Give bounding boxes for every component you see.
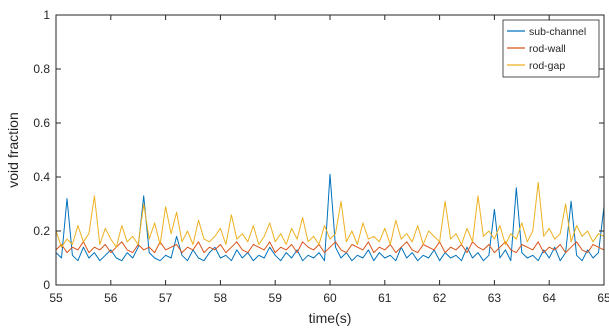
x-tick-label: 62	[433, 291, 447, 305]
series-line-sub-channel	[55, 173, 605, 262]
x-tick-label: 60	[323, 291, 337, 305]
series-line-rod-gap	[55, 181, 605, 248]
x-tick-label: 55	[49, 291, 63, 305]
x-tick-label: 65	[597, 291, 609, 305]
y-axis-label: void fraction	[5, 112, 21, 187]
y-tick-label: 0.4	[33, 170, 50, 184]
x-tick-label: 58	[214, 291, 228, 305]
legend-label-rod-gap: rod-gap	[529, 60, 565, 72]
x-tick-label: 64	[543, 291, 557, 305]
y-tick-label: 1	[43, 8, 50, 22]
x-tick-label: 59	[269, 291, 283, 305]
legend-label-sub-channel: sub-channel	[529, 26, 586, 38]
y-tick-label: 0	[43, 278, 50, 292]
y-tick-label: 0.8	[33, 62, 50, 76]
y-tick-label: 0.6	[33, 116, 50, 130]
x-tick-label: 61	[378, 291, 392, 305]
series-layer	[55, 173, 605, 262]
y-tick-label: 0.2	[33, 224, 50, 238]
x-axis-label: time(s)	[309, 310, 352, 326]
x-axis: 55 56 57 58 59 60 61 62 63 64 65	[49, 15, 609, 305]
x-tick-label: 63	[488, 291, 502, 305]
y-axis: 0 0.2 0.4 0.6 0.8 1	[33, 8, 604, 292]
x-tick-label: 57	[159, 291, 173, 305]
legend-label-rod-wall: rod-wall	[529, 43, 566, 55]
x-tick-label: 56	[104, 291, 118, 305]
legend: sub-channel rod-wall rod-gap	[502, 19, 600, 78]
series-line-rod-wall	[55, 241, 605, 254]
